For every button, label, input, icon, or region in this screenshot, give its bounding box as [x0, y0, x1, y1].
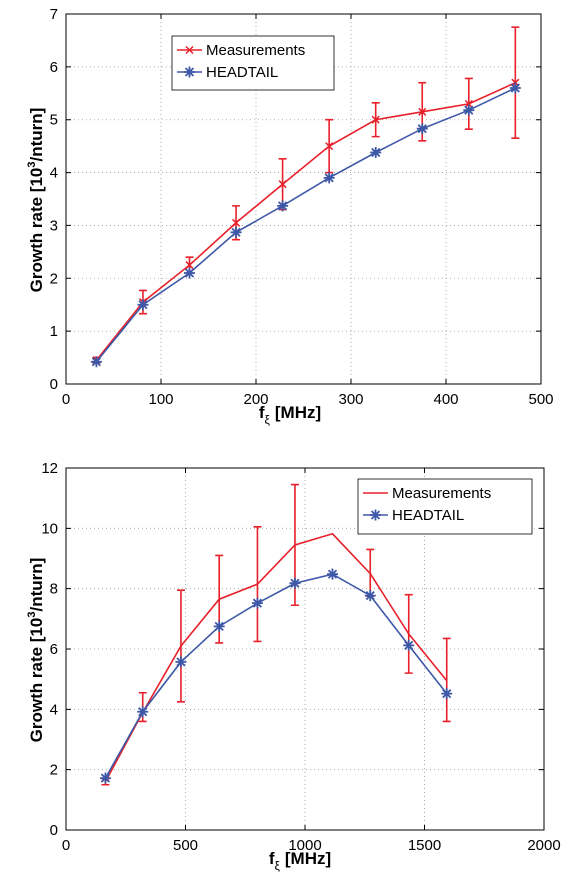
y-tick-label: 6	[50, 641, 58, 658]
y-tick-label: 2	[50, 762, 58, 779]
y-axis-label-post: /nturn]	[27, 558, 46, 612]
data-point	[277, 200, 289, 212]
x-tick-label: 1000	[288, 837, 321, 854]
data-point	[99, 772, 111, 784]
x-axis-label-unit: [MHz]	[285, 849, 331, 868]
legend-marker	[184, 66, 195, 78]
data-point	[416, 123, 428, 135]
y-tick-label: 6	[50, 59, 58, 76]
data-point	[509, 82, 521, 94]
x-tick-label: 2000	[527, 837, 560, 854]
data-point	[278, 180, 287, 189]
data-point	[251, 597, 263, 609]
x-axis-label: fξ [MHz]	[269, 849, 331, 873]
legend: Measurements HEADTAIL	[171, 35, 335, 91]
data-point	[325, 142, 334, 151]
data-point	[213, 620, 225, 632]
x-axis-label-subscript: ξ	[265, 413, 271, 427]
series-measurements	[101, 483, 451, 786]
data-point	[463, 104, 475, 116]
data-point	[323, 172, 335, 184]
x-tick-label: 0	[62, 391, 70, 408]
x-axis-label-main: f	[269, 849, 275, 868]
data-point	[90, 356, 102, 368]
x-tick-label: 400	[433, 391, 458, 408]
y-axis-label-pre: Growth rate [10	[27, 618, 46, 743]
legend-marker	[185, 45, 194, 55]
data-point	[137, 706, 149, 718]
data-point	[175, 656, 187, 668]
y-axis-label-pre: Growth rate [10	[27, 168, 46, 293]
x-tick-label: 200	[243, 391, 268, 408]
legend-label: HEADTAIL	[206, 64, 278, 81]
y-tick-label: 0	[50, 822, 58, 839]
y-tick-label: 3	[50, 217, 58, 234]
legend-entry: HEADTAIL	[363, 507, 464, 524]
y-tick-label: 1	[50, 323, 58, 340]
series-line	[104, 573, 448, 779]
legend-entry: Measurements	[177, 42, 305, 59]
data-point	[185, 261, 194, 270]
x-axis-label: fξ [MHz]	[259, 403, 321, 427]
data-point	[371, 115, 380, 124]
y-tick-label: 0	[50, 376, 58, 393]
data-point	[230, 226, 242, 238]
legend-box	[171, 35, 335, 91]
data-point	[137, 299, 149, 311]
axes-box	[65, 13, 542, 385]
x-tick-label: 100	[148, 391, 173, 408]
data-point	[464, 99, 473, 108]
legend-entry: HEADTAIL	[177, 64, 278, 81]
data-point	[441, 688, 453, 700]
chart-bottom: 0 500 1000 1500 2000 0 2 4 6 8 10 12 fξ [MHz] Growth r…	[26, 460, 561, 873]
data-point	[232, 218, 241, 227]
data-point	[184, 267, 195, 279]
series-line	[104, 532, 448, 783]
series-line	[95, 81, 516, 361]
y-tick-label: 12	[41, 460, 58, 477]
data-point	[370, 146, 382, 158]
data-point	[418, 107, 427, 116]
legend-entry: Measurements	[363, 485, 491, 502]
legend: Measurements HEADTAIL	[357, 478, 533, 535]
x-axis-label-main: f	[259, 403, 265, 422]
x-tick-label: 500	[528, 391, 553, 408]
data-point	[364, 590, 376, 602]
x-axis-label-subscript: ξ	[275, 859, 281, 873]
y-axis-label: Growth rate [103/nturn]	[26, 108, 46, 293]
legend-label: Measurements	[206, 42, 305, 59]
legend-label: Measurements	[392, 485, 491, 502]
data-point	[326, 568, 338, 580]
x-axis-label-unit: [MHz]	[275, 403, 321, 422]
y-tick-label: 4	[50, 701, 58, 718]
data-point	[403, 639, 415, 651]
chart-top: 0 100 200 300 400 500 0 1 2 3 4 5 6 7 fξ [MHz] Growth ra…	[26, 6, 554, 427]
y-axis-label-post: /nturn]	[27, 108, 46, 162]
x-tick-label: 500	[173, 837, 198, 854]
x-tick-label: 0	[62, 837, 70, 854]
legend-label: HEADTAIL	[392, 507, 464, 524]
series-headtail	[90, 82, 521, 368]
y-axis-label: Growth rate [103/nturn]	[26, 558, 46, 743]
series-line	[95, 87, 516, 363]
x-tick-label: 300	[338, 391, 363, 408]
legend-box	[357, 478, 533, 535]
y-axis-label-superscript: 3	[26, 612, 38, 618]
y-tick-label: 5	[50, 112, 58, 129]
y-tick-label: 2	[50, 270, 58, 287]
y-axis-label-superscript: 3	[26, 162, 38, 168]
legend-marker	[370, 509, 381, 521]
series-headtail	[99, 568, 453, 784]
y-tick-label: 10	[41, 520, 58, 537]
y-tick-label: 8	[50, 581, 58, 598]
data-point	[289, 577, 301, 589]
y-tick-label: 7	[50, 6, 58, 23]
y-tick-label: 4	[50, 165, 58, 182]
x-tick-label: 1500	[408, 837, 441, 854]
